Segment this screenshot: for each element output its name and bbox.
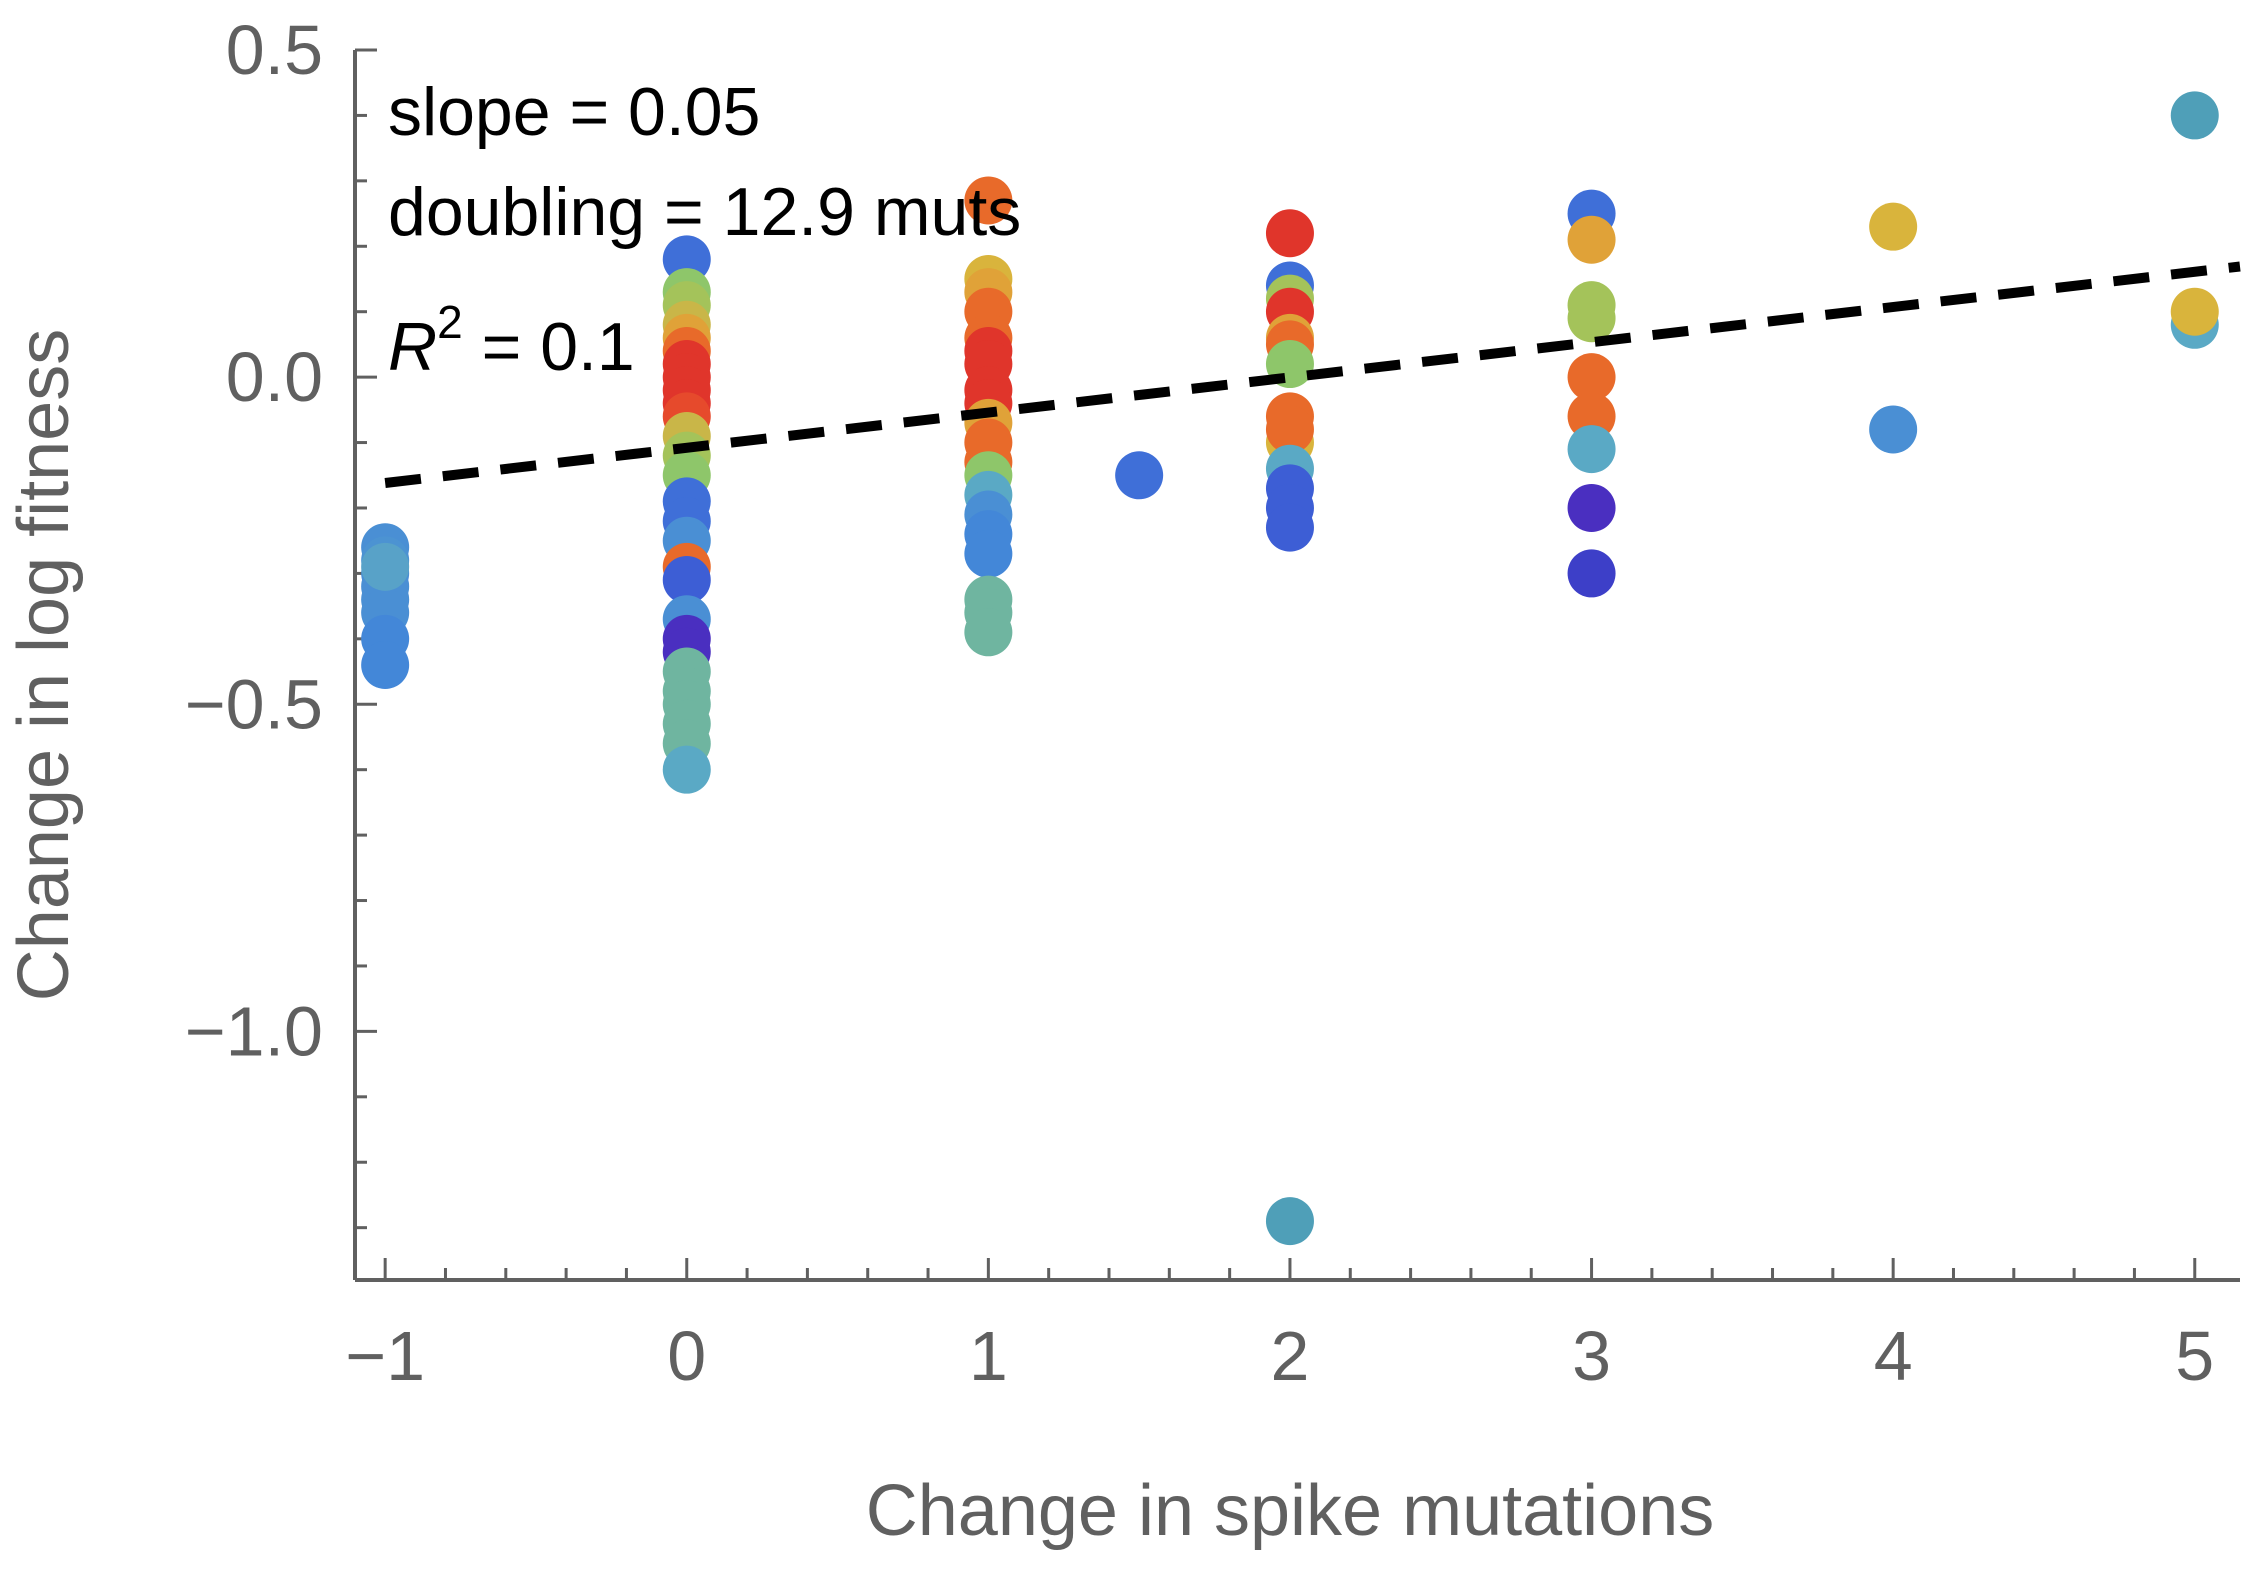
x-tick-label: 2 bbox=[1270, 1317, 1309, 1395]
axes: −1 0 1 2 3 4 5 0.5 0.0 −0.5 −1.0 bbox=[185, 11, 2240, 1395]
data-point bbox=[964, 529, 1013, 578]
data-point bbox=[1869, 405, 1918, 454]
r-squared-exponent: 2 bbox=[437, 296, 463, 348]
fit-line bbox=[384, 261, 2241, 488]
fit-line-group bbox=[384, 261, 2241, 488]
r-squared-annotation: R2 = 0.1 bbox=[388, 296, 635, 385]
data-point bbox=[964, 608, 1013, 657]
data-points bbox=[361, 91, 2219, 1246]
data-point bbox=[2170, 91, 2219, 140]
y-tick-label: 0.0 bbox=[226, 338, 323, 416]
data-point bbox=[1869, 202, 1918, 251]
slope-annotation: slope = 0.05 bbox=[388, 74, 760, 150]
y-axis-title: Change in log fitness bbox=[4, 329, 84, 1001]
x-axis-title: Change in spike mutations bbox=[866, 1471, 1715, 1551]
data-point bbox=[1265, 503, 1314, 552]
data-point bbox=[1567, 294, 1616, 343]
x-tick-label: 0 bbox=[667, 1317, 706, 1395]
data-point bbox=[361, 641, 410, 689]
r-squared-value: = 0.1 bbox=[463, 309, 635, 385]
data-point bbox=[1265, 1197, 1314, 1246]
data-point bbox=[2170, 287, 2219, 336]
data-point bbox=[1567, 549, 1616, 598]
y-tick-label: −1.0 bbox=[185, 992, 323, 1070]
y-tick-label: −0.5 bbox=[185, 665, 323, 743]
data-point bbox=[964, 176, 1013, 225]
y-tick-label: 0.5 bbox=[226, 11, 323, 89]
data-point bbox=[1567, 425, 1616, 474]
data-point bbox=[1567, 215, 1616, 264]
data-point bbox=[662, 745, 711, 794]
r-squared-symbol: R bbox=[388, 309, 437, 385]
doubling-annotation: doubling = 12.9 muts bbox=[388, 174, 1021, 250]
x-tick-label: −1 bbox=[345, 1317, 425, 1395]
x-tick-label: 3 bbox=[1572, 1317, 1611, 1395]
data-point bbox=[361, 542, 410, 591]
x-tick-label: 1 bbox=[969, 1317, 1008, 1395]
data-point bbox=[1265, 405, 1314, 454]
x-tick-label: 5 bbox=[2175, 1317, 2214, 1395]
data-point bbox=[662, 555, 711, 604]
x-tick-label: 4 bbox=[1874, 1317, 1913, 1395]
data-point bbox=[1567, 483, 1616, 532]
data-point bbox=[1115, 451, 1164, 500]
data-point bbox=[1265, 209, 1314, 258]
data-point bbox=[1567, 353, 1616, 402]
